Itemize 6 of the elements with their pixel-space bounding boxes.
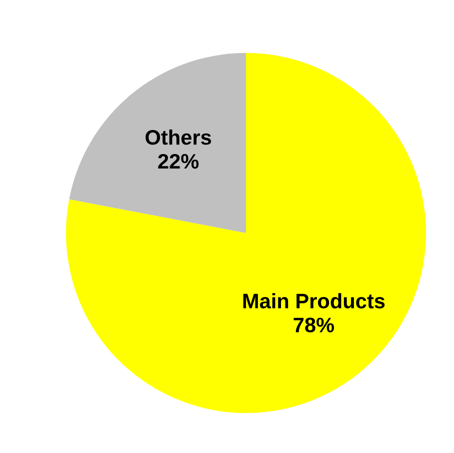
data-label: 22% bbox=[158, 154, 199, 169]
slice-label: Others bbox=[146, 129, 212, 145]
slice-label: Main Products bbox=[243, 293, 385, 308]
pie-slice bbox=[69, 53, 246, 233]
pie-slice bbox=[66, 53, 426, 413]
data-label: 78% bbox=[294, 318, 334, 332]
